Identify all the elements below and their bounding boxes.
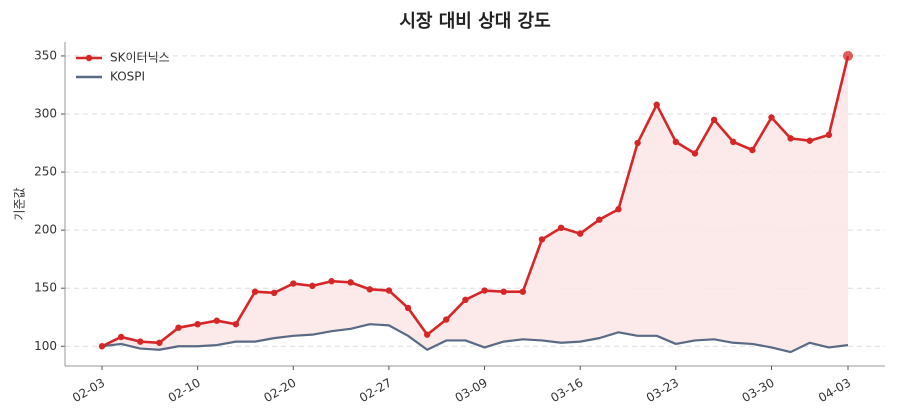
point xyxy=(385,287,393,294)
point xyxy=(175,324,182,331)
x-tick-label: 02-27 xyxy=(357,376,394,406)
point xyxy=(615,206,622,213)
y-axis-label: 기준값 xyxy=(13,187,27,220)
y-tick-label: 100 xyxy=(34,339,57,353)
point xyxy=(634,139,641,147)
point xyxy=(519,288,527,295)
point xyxy=(730,138,737,146)
x-tick-label: 02-10 xyxy=(166,376,203,406)
point xyxy=(156,339,163,346)
point xyxy=(232,320,240,328)
point xyxy=(710,116,718,124)
x-tick-label: 02-20 xyxy=(261,376,298,406)
point xyxy=(270,289,278,297)
point xyxy=(557,224,565,232)
y-tick-label: 200 xyxy=(34,223,57,237)
point xyxy=(691,150,699,157)
x-tick-label: 03-09 xyxy=(453,376,490,406)
point xyxy=(768,114,775,121)
chart-title: 시장 대비 상대 강도 xyxy=(399,11,550,32)
x-tick-label: 03-16 xyxy=(548,376,585,406)
y-tick-label: 300 xyxy=(34,107,57,121)
point xyxy=(98,343,106,350)
point xyxy=(481,287,488,294)
point xyxy=(653,101,660,108)
point xyxy=(538,236,546,243)
legend-label: SK이터닉스 xyxy=(110,51,170,65)
point xyxy=(500,288,507,295)
point xyxy=(290,280,297,287)
line xyxy=(101,323,849,354)
point xyxy=(251,288,259,295)
point xyxy=(443,316,450,323)
area-fill xyxy=(102,55,848,353)
point xyxy=(806,137,813,144)
y-tick-label: 250 xyxy=(34,165,57,179)
point xyxy=(749,146,756,154)
point xyxy=(825,131,833,139)
x-tick-label: 03-23 xyxy=(644,376,681,406)
y-tick-label: 350 xyxy=(34,48,57,62)
point xyxy=(137,338,144,345)
point xyxy=(404,304,412,312)
point xyxy=(117,333,125,341)
point xyxy=(309,282,316,290)
legend-label: KOSPI xyxy=(110,70,145,84)
x-tick-label: 02-03 xyxy=(70,376,107,406)
point xyxy=(577,230,584,237)
point xyxy=(843,50,853,61)
point xyxy=(328,278,335,285)
point xyxy=(347,279,354,286)
legend-marker xyxy=(85,54,93,62)
point xyxy=(596,216,603,223)
point xyxy=(194,320,201,328)
point xyxy=(366,286,373,293)
line xyxy=(101,55,850,348)
point xyxy=(787,135,794,142)
point xyxy=(213,317,220,324)
point xyxy=(672,138,680,146)
y-tick-label: 150 xyxy=(34,281,57,295)
point xyxy=(423,331,431,338)
point xyxy=(462,296,469,304)
x-tick-label: 04-03 xyxy=(816,376,853,406)
x-tick-label: 03-30 xyxy=(740,376,777,406)
